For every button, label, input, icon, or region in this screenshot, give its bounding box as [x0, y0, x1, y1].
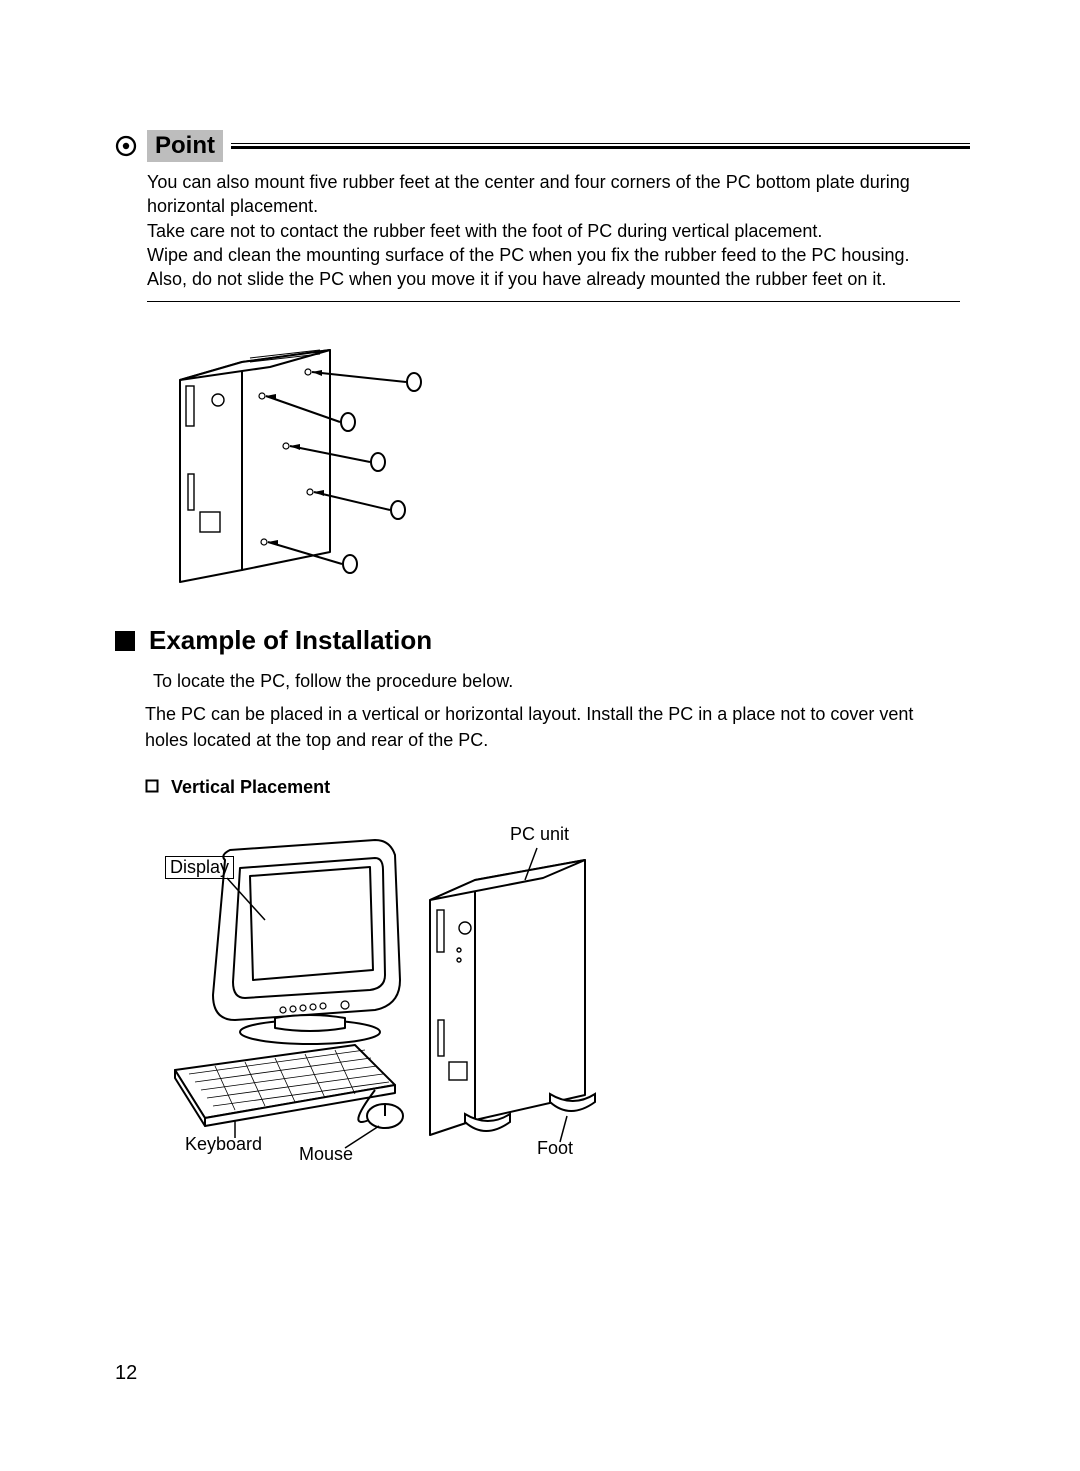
- section-heading: Example of Installation: [115, 625, 970, 656]
- label-keyboard: Keyboard: [185, 1134, 262, 1155]
- diagram-rubber-feet: [170, 342, 435, 587]
- point-label: Point: [147, 130, 223, 162]
- label-pc-unit: PC unit: [510, 824, 569, 845]
- sub-title: Vertical Placement: [171, 777, 330, 798]
- page-number: 12: [115, 1362, 137, 1385]
- section-body: The PC can be placed in a vertical or ho…: [145, 701, 960, 753]
- section-lead: To locate the PC, follow the procedure b…: [153, 668, 970, 694]
- point-rule: [231, 143, 970, 149]
- label-foot: Foot: [537, 1138, 573, 1159]
- diagram-vertical-placement: Display PC unit Keyboard Mouse Foot: [165, 820, 665, 1160]
- point-header: Point: [115, 130, 970, 162]
- section-block-icon: [115, 631, 135, 651]
- box-icon: [145, 779, 161, 795]
- page: Point You can also mount five rubber fee…: [0, 0, 1080, 1471]
- target-icon: [115, 135, 137, 157]
- section-title: Example of Installation: [149, 625, 432, 656]
- label-mouse: Mouse: [299, 1144, 353, 1165]
- label-display: Display: [165, 856, 234, 879]
- point-body: You can also mount five rubber feet at t…: [147, 170, 960, 291]
- sub-heading: Vertical Placement: [145, 777, 970, 798]
- point-divider: [147, 301, 960, 302]
